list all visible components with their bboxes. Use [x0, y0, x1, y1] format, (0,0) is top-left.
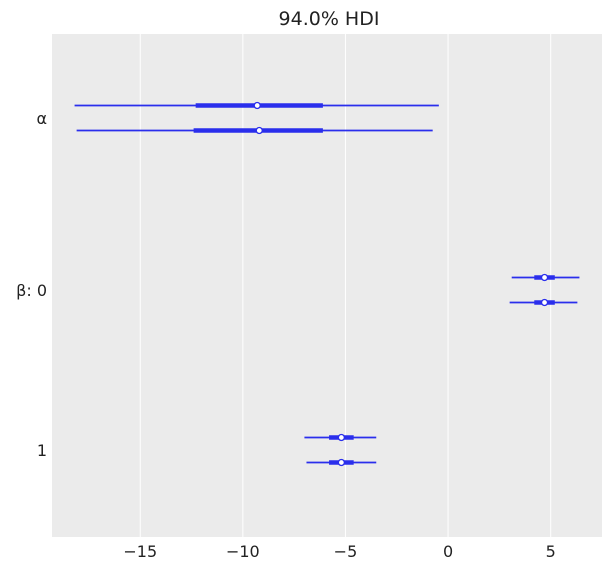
median-point [540, 273, 549, 282]
x-tick-label: −15 [123, 542, 157, 561]
median-point [337, 433, 346, 442]
chart-title: 94.0% HDI [279, 8, 380, 30]
median-point [540, 298, 549, 307]
y-tick-label: 1 [37, 441, 47, 460]
x-tick-label: −5 [334, 542, 358, 561]
x-tick-labels: −15 −10 −5 0 5 [123, 542, 555, 561]
median-point [337, 458, 346, 467]
y-tick-label: β: 0 [16, 281, 47, 300]
plot-area [52, 34, 602, 537]
y-tick-label: α [36, 109, 47, 128]
x-tick-label: 0 [443, 542, 453, 561]
x-tick-label: 5 [546, 542, 556, 561]
x-tick-label: −10 [226, 542, 260, 561]
gridlines [139, 34, 552, 537]
data-marks [74, 101, 580, 467]
median-point [253, 101, 261, 110]
median-point [255, 126, 263, 135]
y-tick-labels: α β: 0 1 [16, 109, 47, 460]
